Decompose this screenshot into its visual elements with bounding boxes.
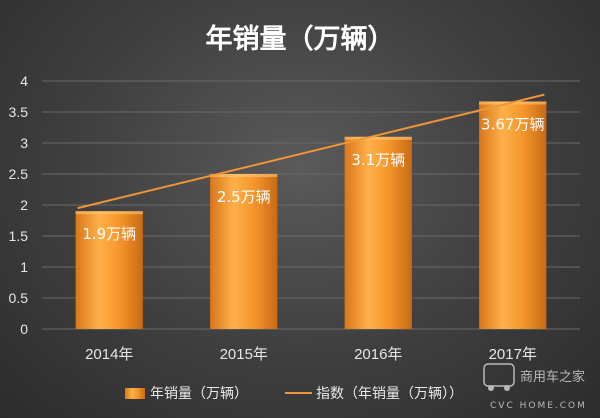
x-tick-label: 2014年 bbox=[85, 346, 133, 363]
y-tick-label: 3.5 bbox=[9, 104, 29, 120]
bar bbox=[210, 174, 278, 329]
legend-line-label: 指数（年销量（万辆）） bbox=[316, 386, 463, 402]
watermark-logo-icon bbox=[483, 363, 515, 391]
bar bbox=[344, 136, 412, 329]
trendline bbox=[77, 93, 545, 210]
y-tick-label: 0.5 bbox=[9, 290, 29, 306]
watermark: 商用车之家 CVC HOME.COM bbox=[483, 363, 587, 411]
data-labels: 1.9万辆 2.5万辆 3.1万辆 3.67万辆 bbox=[82, 115, 544, 243]
trendline-layer bbox=[77, 93, 545, 210]
data-label: 3.67万辆 bbox=[481, 115, 544, 133]
y-tick-label: 1.5 bbox=[9, 228, 29, 244]
y-tick-label: 4 bbox=[20, 73, 28, 89]
y-tick-label: 1 bbox=[20, 259, 28, 275]
y-tick-label: 2.5 bbox=[9, 166, 29, 182]
watermark-text: 商用车之家 bbox=[520, 369, 585, 385]
y-tick-label: 2 bbox=[20, 197, 28, 213]
x-tick-label: 2017年 bbox=[489, 346, 537, 363]
data-label: 3.1万辆 bbox=[351, 151, 405, 169]
chart-title: 年销量（万辆） bbox=[206, 23, 395, 55]
bar bbox=[479, 101, 547, 330]
bar-highlight bbox=[75, 211, 143, 215]
x-tick-label: 2016年 bbox=[354, 346, 402, 363]
bars bbox=[75, 101, 547, 330]
data-label: 2.5万辆 bbox=[217, 188, 271, 206]
bar-highlight bbox=[210, 174, 278, 177]
legend-bar-swatch bbox=[125, 388, 145, 399]
x-tick-label: 2015年 bbox=[220, 346, 268, 363]
y-axis-ticks: 0 0.5 1 1.5 2 2.5 3 3.5 4 bbox=[9, 73, 29, 337]
bar bbox=[75, 211, 143, 329]
watermark-subtext: CVC HOME.COM bbox=[490, 401, 587, 411]
legend-bar-label: 年销量（万辆） bbox=[150, 386, 248, 402]
y-tick-label: 0 bbox=[20, 321, 28, 337]
legend: 年销量（万辆） 指数（年销量（万辆）） bbox=[125, 386, 463, 402]
bar-highlight bbox=[344, 136, 412, 140]
x-axis-ticks: 2014年 2015年 2016年 2017年 bbox=[85, 346, 537, 363]
y-tick-label: 3 bbox=[20, 135, 28, 151]
data-label: 1.9万辆 bbox=[82, 225, 136, 243]
